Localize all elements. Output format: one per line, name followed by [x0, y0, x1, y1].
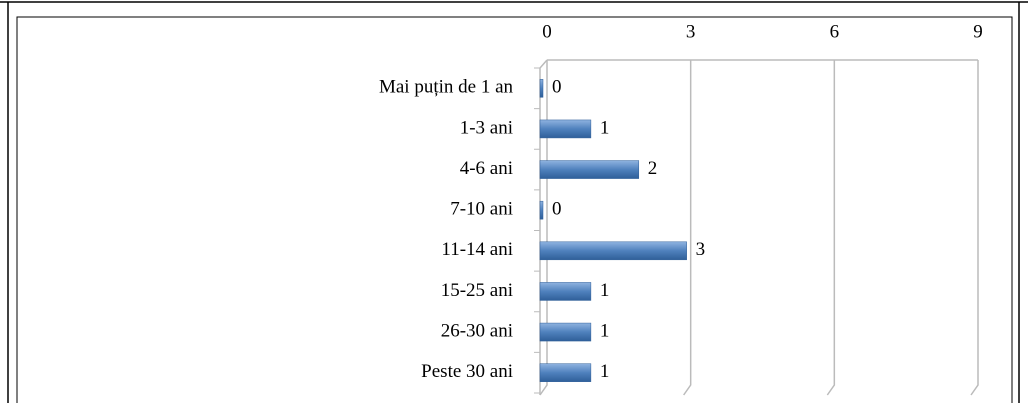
y-tick-label: 15-25 ani — [441, 280, 513, 301]
data-label: 0 — [552, 199, 562, 220]
data-label: 1 — [600, 320, 610, 341]
bar — [539, 200, 544, 220]
grid-line — [970, 60, 979, 396]
bar — [539, 79, 544, 98]
y-tick-label: 7-10 ani — [450, 199, 513, 220]
inner-frame — [16, 16, 1013, 403]
bar — [539, 241, 687, 261]
x-tick-label: 9 — [973, 21, 983, 42]
data-label: 1 — [600, 280, 610, 301]
data-label: 2 — [648, 158, 658, 179]
data-label: 0 — [552, 77, 562, 98]
grid-line — [826, 60, 836, 396]
x-tick-label: 6 — [830, 21, 840, 42]
bar — [539, 119, 592, 139]
bar — [539, 322, 592, 342]
x-tick-label: 3 — [686, 21, 696, 42]
y-tick-label: 1-3 ani — [460, 117, 513, 138]
bar — [539, 282, 592, 301]
bar — [539, 363, 592, 382]
data-label: 3 — [696, 239, 706, 260]
y-tick-label: Mai puțin de 1 an — [379, 77, 514, 98]
data-label: 1 — [600, 117, 610, 138]
y-tick-label: 11-14 ani — [441, 239, 513, 260]
bar — [539, 160, 640, 179]
data-label: 1 — [600, 361, 610, 382]
grid-line — [683, 60, 692, 396]
y-tick-label: 26-30 ani — [441, 320, 513, 341]
y-tick-label: Peste 30 ani — [421, 361, 513, 382]
x-tick-label: 0 — [542, 21, 552, 42]
y-tick-label: 4-6 ani — [460, 158, 513, 179]
